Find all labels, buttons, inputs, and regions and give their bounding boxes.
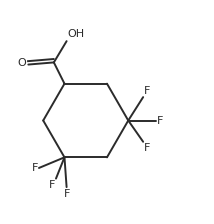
- Text: OH: OH: [68, 30, 85, 39]
- Text: F: F: [31, 163, 38, 173]
- Text: F: F: [144, 143, 151, 153]
- Text: F: F: [49, 180, 55, 190]
- Text: O: O: [18, 58, 26, 69]
- Text: F: F: [144, 86, 151, 96]
- Text: F: F: [157, 116, 163, 125]
- Text: F: F: [63, 189, 70, 199]
